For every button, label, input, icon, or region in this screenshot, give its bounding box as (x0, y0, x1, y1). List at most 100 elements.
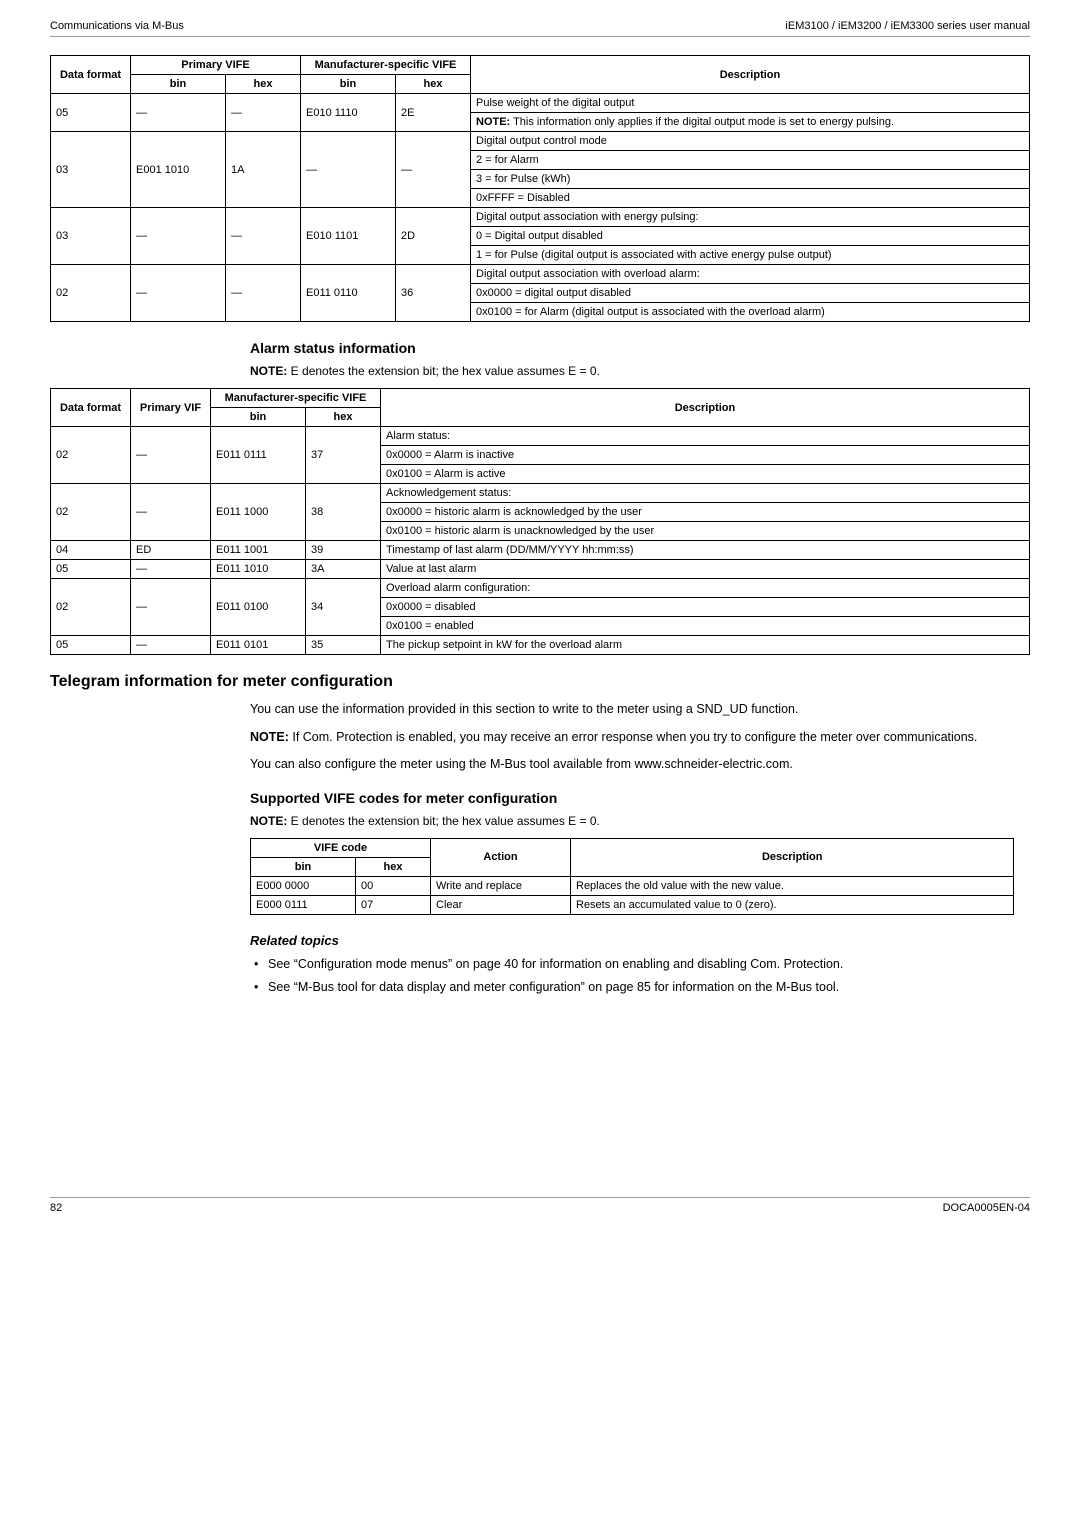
page-header: Communications via M-Bus iEM3100 / iEM32… (50, 20, 1030, 37)
cell: 0x0100 = Alarm is active (381, 465, 1030, 484)
cell: Acknowledgement status: (381, 484, 1030, 503)
cell: 0x0100 = for Alarm (digital output is as… (471, 303, 1030, 322)
cell: Replaces the old value with the new valu… (571, 876, 1014, 895)
cell: 0 = Digital output disabled (471, 227, 1030, 246)
cell: 05 (51, 560, 131, 579)
table-row: 04 ED E011 1001 39 Timestamp of last ala… (51, 541, 1030, 560)
cell: 0x0000 = digital output disabled (471, 284, 1030, 303)
cell: 07 (356, 895, 431, 914)
table-row: 03 E001 1010 1A — — Digital output contr… (51, 132, 1030, 151)
th-vife-code: VIFE code (251, 838, 431, 857)
cell: 0xFFFF = Disabled (471, 189, 1030, 208)
th-mbin: bin (211, 408, 306, 427)
alarm-status-title: Alarm status information (250, 340, 1030, 356)
cell: 0x0100 = historic alarm is unacknowledge… (381, 522, 1030, 541)
cell: E011 0101 (211, 636, 306, 655)
cell: — (226, 208, 301, 265)
cell: 0x0000 = historic alarm is acknowledged … (381, 503, 1030, 522)
cell: Pulse weight of the digital output (471, 94, 1030, 113)
cell: 39 (306, 541, 381, 560)
cell: — (131, 484, 211, 541)
cell: Digital output association with overload… (471, 265, 1030, 284)
supported-vife-title: Supported VIFE codes for meter configura… (250, 790, 1030, 806)
cell: E011 1001 (211, 541, 306, 560)
cell: Alarm status: (381, 427, 1030, 446)
cell: Timestamp of last alarm (DD/MM/YYYY hh:m… (381, 541, 1030, 560)
related-list: See “Configuration mode menus” on page 4… (250, 956, 1030, 997)
cell: — (226, 265, 301, 322)
table-alarm-status: Data format Primary VIF Manufacturer-spe… (50, 388, 1030, 655)
cell: 02 (51, 484, 131, 541)
cell: Digital output control mode (471, 132, 1030, 151)
table-row: 02 — E011 0111 37 Alarm status: (51, 427, 1030, 446)
cell: E011 0110 (301, 265, 396, 322)
cell: 1 = for Pulse (digital output is associa… (471, 246, 1030, 265)
list-item: See “Configuration mode menus” on page 4… (250, 956, 1030, 974)
cell: — (226, 94, 301, 132)
table-row: 02 — — E011 0110 36 Digital output assoc… (51, 265, 1030, 284)
list-item: See “M-Bus tool for data display and met… (250, 979, 1030, 997)
th-data-format: Data format (51, 56, 131, 94)
telegram-p3: You can also configure the meter using t… (250, 756, 1030, 774)
cell: E000 0111 (251, 895, 356, 914)
cell: NOTE: This information only applies if t… (471, 113, 1030, 132)
header-left: Communications via M-Bus (50, 20, 184, 32)
th-pbin: bin (131, 75, 226, 94)
vife-note: NOTE: E denotes the extension bit; the h… (250, 814, 1030, 828)
cell: Overload alarm configuration: (381, 579, 1030, 598)
table-row: E000 0000 00 Write and replace Replaces … (251, 876, 1014, 895)
th-action: Action (431, 838, 571, 876)
page-footer: 82 DOCA0005EN-04 (50, 1197, 1030, 1214)
cell: — (131, 636, 211, 655)
th-mfr-vife: Manufacturer-specific VIFE (211, 389, 381, 408)
cell: 04 (51, 541, 131, 560)
cell: — (131, 579, 211, 636)
cell: — (131, 427, 211, 484)
cell: 2D (396, 208, 471, 265)
telegram-p1: You can use the information provided in … (250, 701, 1030, 719)
cell: Write and replace (431, 876, 571, 895)
table-row: 02 — E011 1000 38 Acknowledgement status… (51, 484, 1030, 503)
th-description: Description (571, 838, 1014, 876)
cell: 34 (306, 579, 381, 636)
th-mhex: hex (306, 408, 381, 427)
cell: 0x0000 = Alarm is inactive (381, 446, 1030, 465)
th-description: Description (471, 56, 1030, 94)
cell: 03 (51, 132, 131, 208)
table-row: E000 0111 07 Clear Resets an accumulated… (251, 895, 1014, 914)
cell: E011 0100 (211, 579, 306, 636)
related-topics-title: Related topics (250, 933, 1030, 948)
cell: 35 (306, 636, 381, 655)
header-right: iEM3100 / iEM3200 / iEM3300 series user … (785, 20, 1030, 32)
cell: 0x0100 = enabled (381, 617, 1030, 636)
cell: 05 (51, 94, 131, 132)
cell: — (131, 560, 211, 579)
cell: 00 (356, 876, 431, 895)
cell: E001 1010 (131, 132, 226, 208)
cell: E010 1101 (301, 208, 396, 265)
cell: — (301, 132, 396, 208)
cell: Value at last alarm (381, 560, 1030, 579)
cell: — (131, 94, 226, 132)
th-mfr-vife: Manufacturer-specific VIFE (301, 56, 471, 75)
table-row: 02 — E011 0100 34 Overload alarm configu… (51, 579, 1030, 598)
telegram-note: NOTE: If Com. Protection is enabled, you… (250, 729, 1030, 747)
cell: — (396, 132, 471, 208)
cell: E011 0111 (211, 427, 306, 484)
table-row: 05 — — E010 1110 2E Pulse weight of the … (51, 94, 1030, 113)
table-row: 03 — — E010 1101 2D Digital output assoc… (51, 208, 1030, 227)
cell: 37 (306, 427, 381, 484)
cell: 38 (306, 484, 381, 541)
cell: 3A (306, 560, 381, 579)
cell: E000 0000 (251, 876, 356, 895)
th-primary-vife: Primary VIFE (131, 56, 301, 75)
doc-id: DOCA0005EN-04 (943, 1202, 1030, 1214)
table-row: 05 — E011 0101 35 The pickup setpoint in… (51, 636, 1030, 655)
cell: — (131, 208, 226, 265)
th-data-format: Data format (51, 389, 131, 427)
cell: 02 (51, 427, 131, 484)
cell: 1A (226, 132, 301, 208)
cell: ED (131, 541, 211, 560)
table-vife-codes: VIFE code Action Description bin hex E00… (250, 838, 1014, 915)
table-digital-output: Data format Primary VIFE Manufacturer-sp… (50, 55, 1030, 322)
